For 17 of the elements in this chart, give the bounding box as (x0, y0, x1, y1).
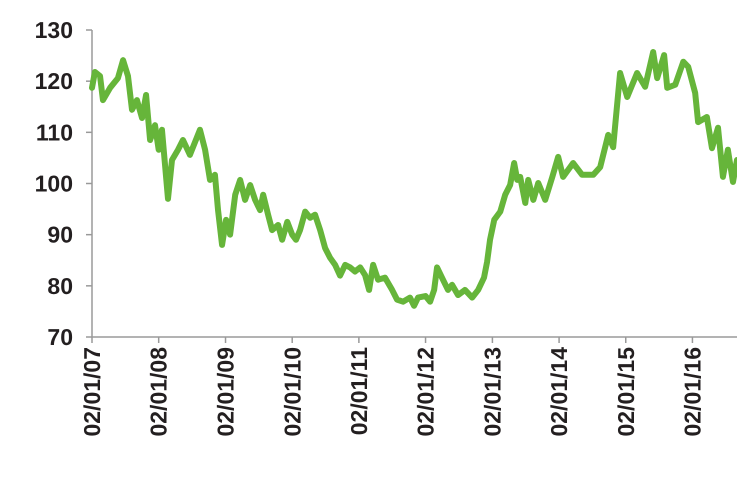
x-tick-label: 02/01/15 (612, 346, 639, 437)
x-tick-label: 02/01/16 (679, 347, 706, 437)
x-tick-label: 02/01/09 (212, 347, 239, 437)
x-tick-label: 02/01/10 (279, 347, 306, 437)
y-tick-label: 70 (47, 324, 73, 350)
y-tick-label: 100 (34, 170, 73, 197)
y-tick-label: 130 (34, 17, 73, 44)
x-tick-label: 02/01/13 (479, 347, 506, 437)
y-tick-label: 120 (34, 68, 73, 94)
y-tick-label: 110 (36, 119, 73, 146)
y-tick-label: 90 (47, 222, 73, 248)
y-tick-label: 80 (47, 272, 73, 299)
x-tick-label: 02/01/08 (146, 346, 172, 437)
x-tick-label: 02/01/12 (412, 347, 439, 437)
x-tick-label: 02/01/07 (79, 347, 106, 437)
x-tick-label: 02/01/11 (346, 346, 372, 436)
x-tick-label: 02/01/14 (546, 346, 572, 437)
